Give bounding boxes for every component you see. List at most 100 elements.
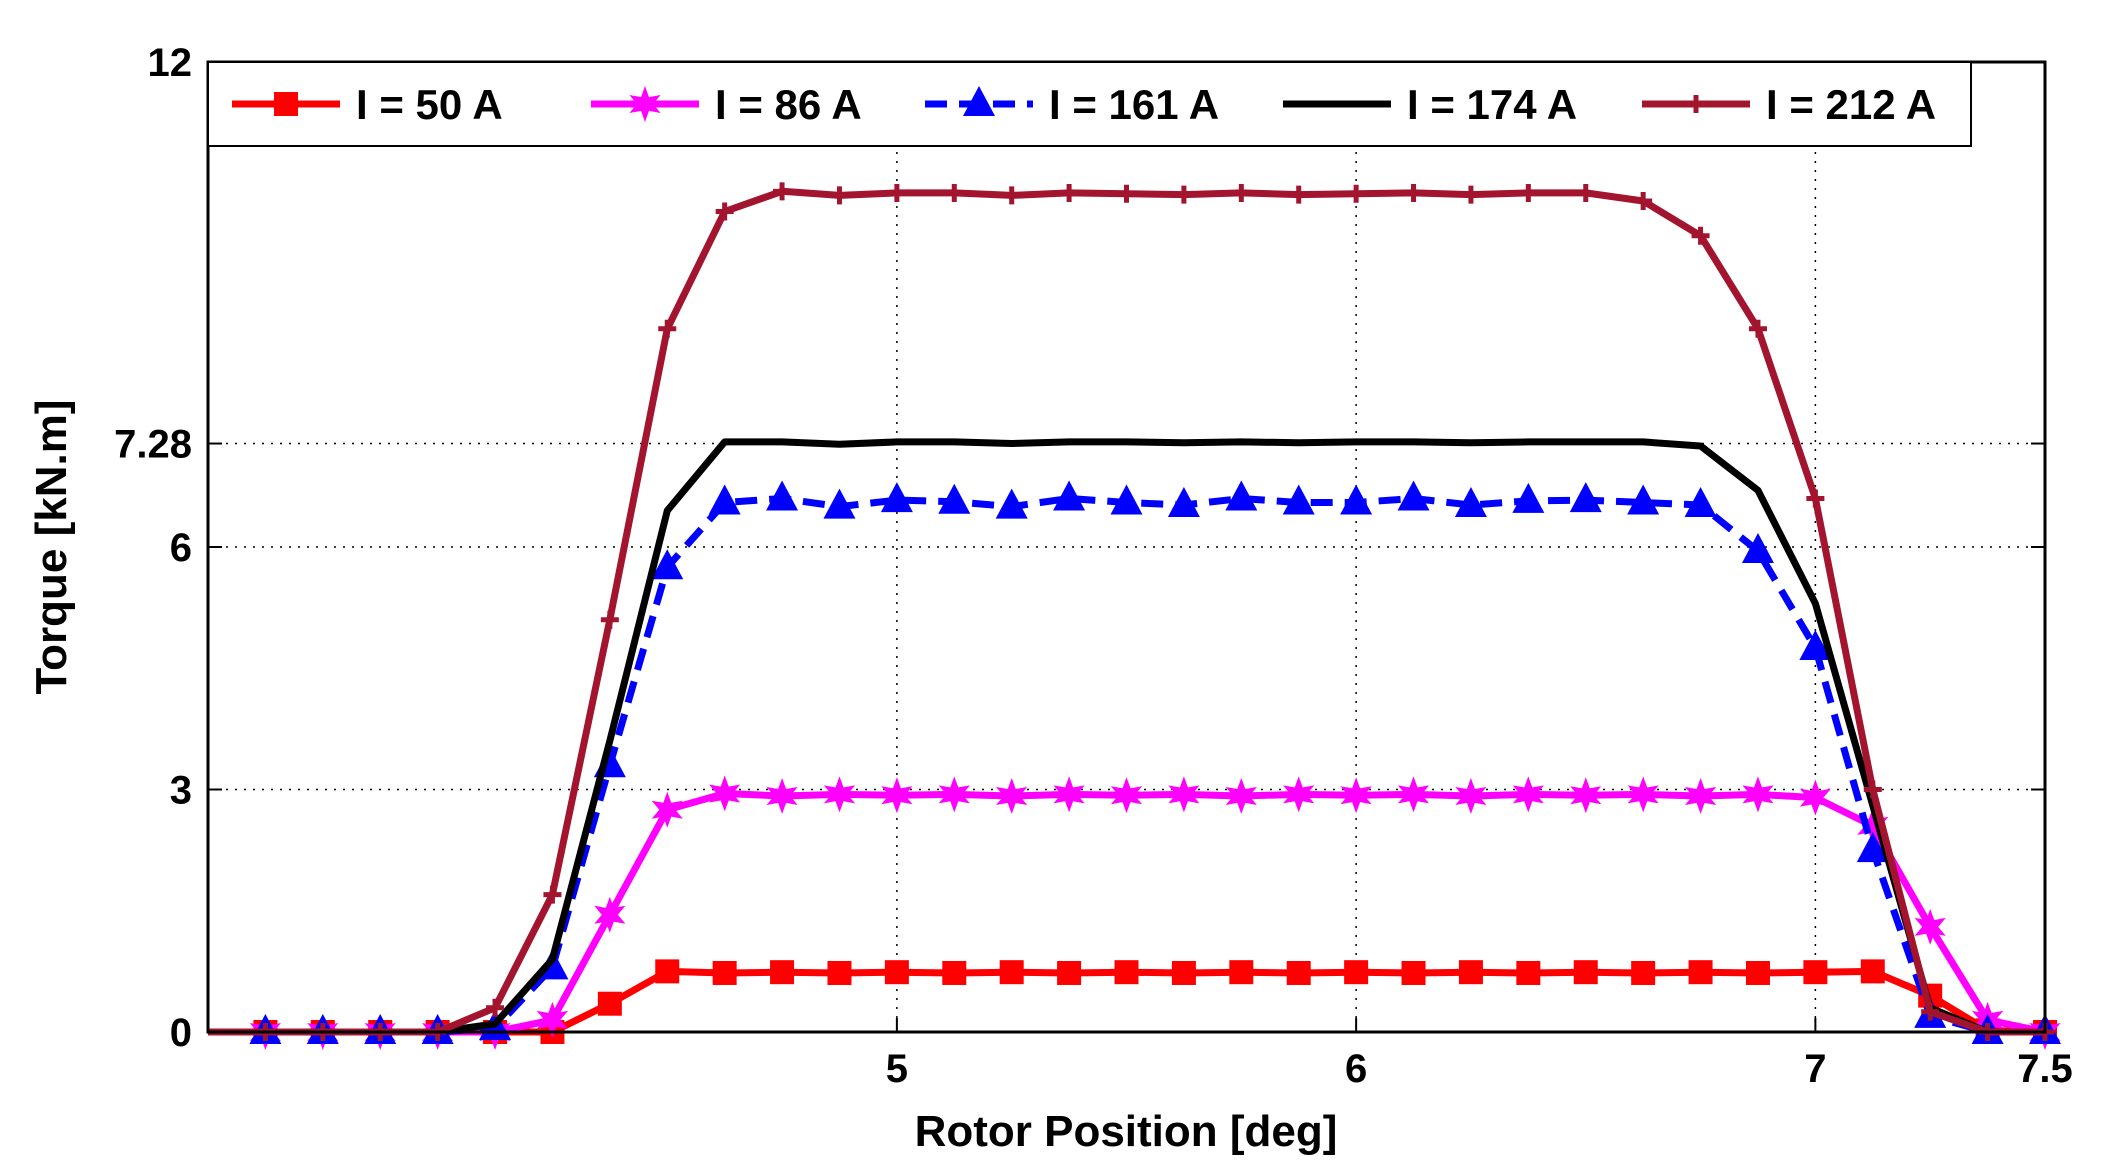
data-point xyxy=(996,778,1028,814)
data-point xyxy=(1806,489,1825,508)
data-point xyxy=(995,488,1028,519)
y-tick-label: 12 xyxy=(148,41,193,85)
data-point xyxy=(823,776,856,813)
data-point xyxy=(1863,780,1882,799)
data-point xyxy=(658,319,677,338)
data-point xyxy=(1174,185,1193,204)
legend-marker xyxy=(629,86,661,122)
series-3 xyxy=(208,438,2045,1036)
series-4 xyxy=(208,182,2054,1041)
data-point xyxy=(1748,319,1767,338)
data-point xyxy=(1454,486,1487,517)
data-point xyxy=(708,484,741,515)
data-point xyxy=(1741,533,1774,564)
data-point xyxy=(1627,776,1659,813)
data-point xyxy=(880,482,913,513)
data-point xyxy=(999,960,1024,985)
data-point xyxy=(827,960,852,985)
legend-label: I = 174 A xyxy=(1407,81,1577,128)
series-group xyxy=(208,182,2061,1050)
data-point xyxy=(884,960,909,985)
data-point xyxy=(1634,192,1653,211)
x-axis-label: Rotor Position [deg] xyxy=(915,1107,1338,1156)
data-point xyxy=(1340,484,1373,515)
grid-lines xyxy=(208,62,2045,1032)
data-point xyxy=(1110,777,1143,814)
legend-entry: I = 161 A xyxy=(925,81,1219,128)
data-point xyxy=(1688,960,1713,985)
data-point xyxy=(1057,960,1082,985)
data-point xyxy=(486,998,505,1017)
legend: I = 50 A I = 86 A I = 161 A I = 174 A I = 21… xyxy=(207,61,1972,147)
data-point xyxy=(1461,185,1480,204)
data-point xyxy=(1516,960,1541,985)
data-point xyxy=(942,960,967,985)
data-point xyxy=(1283,776,1315,813)
data-point xyxy=(1401,960,1426,985)
data-point xyxy=(1627,484,1660,515)
data-point xyxy=(1289,185,1308,204)
x-tick-label: 7 xyxy=(1804,1047,1826,1091)
data-point xyxy=(594,896,626,933)
data-point xyxy=(1860,959,1885,984)
series-line xyxy=(208,790,2046,1036)
legend-marker xyxy=(1687,95,1705,113)
series-2 xyxy=(208,480,2061,1044)
data-point xyxy=(1631,960,1656,985)
data-point xyxy=(1110,484,1143,515)
data-point xyxy=(1344,960,1369,985)
data-point xyxy=(1569,482,1602,513)
data-point xyxy=(770,960,795,985)
data-point xyxy=(712,960,737,985)
data-point xyxy=(1921,1002,1940,1021)
data-point xyxy=(1742,776,1774,813)
data-point xyxy=(881,777,913,814)
legend-marker xyxy=(274,92,298,116)
data-point xyxy=(715,202,734,221)
data-point xyxy=(830,186,849,205)
data-point xyxy=(1168,776,1200,813)
data-point xyxy=(1856,832,1889,863)
data-point xyxy=(1225,480,1258,511)
data-point xyxy=(600,610,619,629)
legend-entry: I = 86 A xyxy=(591,81,862,128)
y-tick-label: 0 xyxy=(170,1011,192,1055)
data-point xyxy=(938,483,971,514)
data-point xyxy=(1685,778,1717,814)
data-point xyxy=(1576,183,1595,202)
data-point xyxy=(945,183,964,202)
data-point xyxy=(651,791,683,828)
x-tick-label: 6 xyxy=(1345,1047,1367,1091)
legend-entry: I = 174 A xyxy=(1283,81,1577,128)
data-point xyxy=(938,776,970,813)
data-point xyxy=(709,775,741,812)
series-line xyxy=(208,495,2045,1036)
x-tick-label: 7.5 xyxy=(2017,1047,2073,1091)
data-point xyxy=(1053,480,1086,511)
legend-marker xyxy=(963,86,995,116)
data-point xyxy=(1404,183,1423,202)
y-axis-label: Torque [kN.m] xyxy=(27,400,76,695)
data-point xyxy=(887,183,906,202)
y-tick-label: 6 xyxy=(170,526,192,570)
data-point xyxy=(1914,908,1946,945)
data-point xyxy=(1455,778,1487,814)
legend-label: I = 161 A xyxy=(1049,81,1219,128)
data-point xyxy=(1573,960,1598,985)
data-point xyxy=(1340,777,1372,814)
data-point xyxy=(1570,777,1602,814)
data-point xyxy=(1799,779,1831,816)
legend-label: I = 50 A xyxy=(356,81,503,128)
data-point xyxy=(823,488,856,519)
y-tick-label: 7.28 xyxy=(114,423,192,467)
data-point xyxy=(766,778,798,814)
axis-ticks: 5 6 7 7.5 0 3 6 7.28 12 xyxy=(114,41,2073,1091)
data-point xyxy=(1229,960,1254,985)
data-point xyxy=(1803,960,1828,985)
data-point xyxy=(1053,776,1085,813)
data-point xyxy=(1397,776,1430,813)
data-point xyxy=(1114,960,1139,985)
series-line xyxy=(208,187,2045,1036)
data-point xyxy=(1684,486,1717,517)
